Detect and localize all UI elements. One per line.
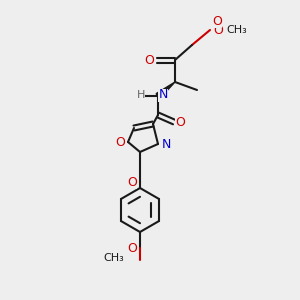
Text: O: O (127, 176, 137, 188)
Polygon shape (156, 82, 175, 98)
Text: O: O (213, 23, 223, 37)
Text: O: O (115, 136, 125, 148)
Text: O: O (144, 53, 154, 67)
Text: N: N (161, 137, 171, 151)
Text: O: O (127, 242, 137, 254)
Text: H: H (137, 90, 145, 100)
Text: O: O (212, 15, 222, 28)
Text: O: O (175, 116, 185, 128)
Text: CH₃: CH₃ (103, 253, 124, 263)
Text: CH₃: CH₃ (226, 25, 247, 35)
Text: N: N (158, 88, 168, 101)
